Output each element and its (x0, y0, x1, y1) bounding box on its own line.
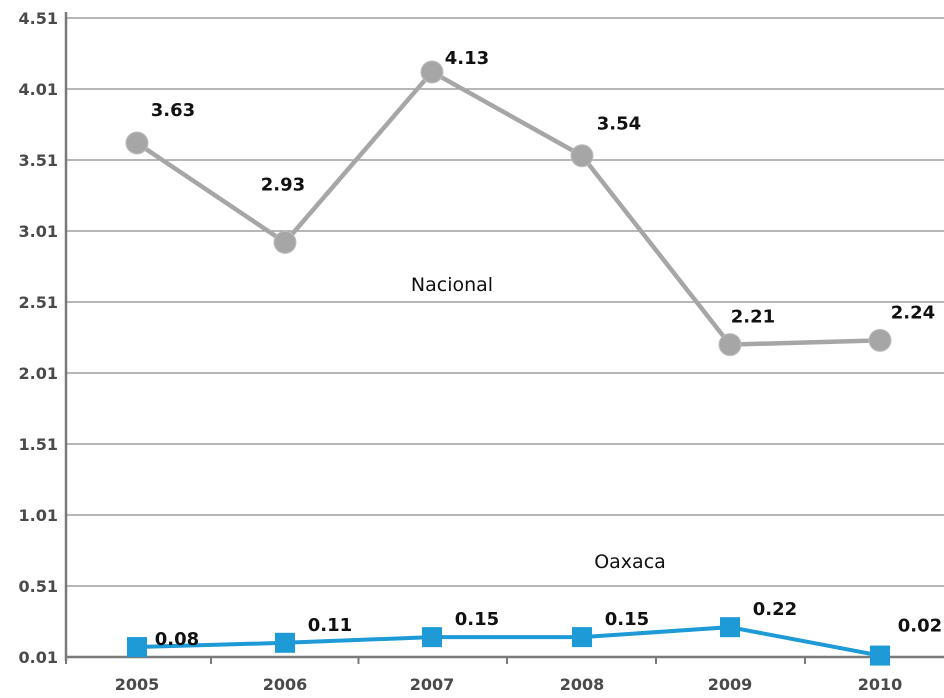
data-label: 3.54 (597, 114, 641, 135)
y-tick-label: 1.01 (19, 506, 58, 525)
data-point (570, 144, 594, 168)
data-point (572, 627, 592, 648)
data-label: 4.13 (445, 48, 489, 69)
data-point (422, 627, 442, 648)
y-tick-label: 3.51 (19, 151, 58, 170)
data-label: 0.08 (155, 629, 199, 650)
y-tick-label: 3.01 (19, 222, 58, 241)
data-point (420, 60, 444, 84)
gridlines (66, 17, 944, 587)
series-line (134, 69, 883, 347)
y-tick-label: 4.51 (19, 9, 58, 28)
data-label: 2.21 (731, 307, 775, 328)
data-label: 0.22 (753, 599, 797, 620)
y-tick-label: 4.01 (19, 80, 58, 99)
x-tick-label: 2007 (410, 675, 455, 694)
series-line (135, 625, 882, 658)
x-axis-tick-labels: 2005 2006 2007 2008 2009 2010 (115, 675, 903, 694)
series-nacional (125, 60, 892, 357)
axes (64, 12, 944, 664)
data-label: 3.63 (151, 100, 195, 121)
x-tick-label: 2010 (858, 675, 903, 694)
x-tick-label: 2005 (115, 675, 160, 694)
y-tick-label: 0.01 (19, 648, 58, 667)
data-point (870, 645, 890, 666)
data-point (127, 637, 147, 658)
data-point (273, 230, 297, 254)
data-label: 0.11 (308, 615, 352, 636)
data-label: 2.24 (891, 302, 935, 323)
data-point (718, 333, 742, 357)
data-point (275, 632, 295, 653)
data-label: 2.93 (261, 174, 305, 195)
y-tick-label: 2.01 (19, 364, 58, 383)
data-point (125, 131, 149, 155)
y-tick-label: 2.51 (19, 293, 58, 312)
series-layer (125, 60, 892, 666)
data-label-layer: 3.63 2.93 4.13 3.54 2.21 2.24 Nacional 0.08 0.11… (151, 48, 942, 650)
data-label: 0.15 (455, 609, 499, 630)
x-tick-label: 2009 (708, 675, 753, 694)
series-name-label: Oaxaca (594, 551, 666, 573)
series-oaxaca (127, 617, 890, 666)
y-tick-label: 1.51 (19, 435, 58, 454)
data-point (720, 617, 740, 638)
series-name-label: Nacional (411, 274, 493, 296)
data-label: 0.15 (605, 609, 649, 630)
y-tick-label: 0.51 (19, 577, 58, 596)
x-tick-label: 2008 (560, 675, 605, 694)
x-tick-label: 2006 (263, 675, 308, 694)
data-label: 0.02 (898, 616, 942, 637)
data-point (868, 328, 892, 352)
y-axis-tick-labels: 0.01 0.51 1.01 1.51 2.01 2.51 3.01 3.51 4.01 4.51 (19, 9, 58, 667)
